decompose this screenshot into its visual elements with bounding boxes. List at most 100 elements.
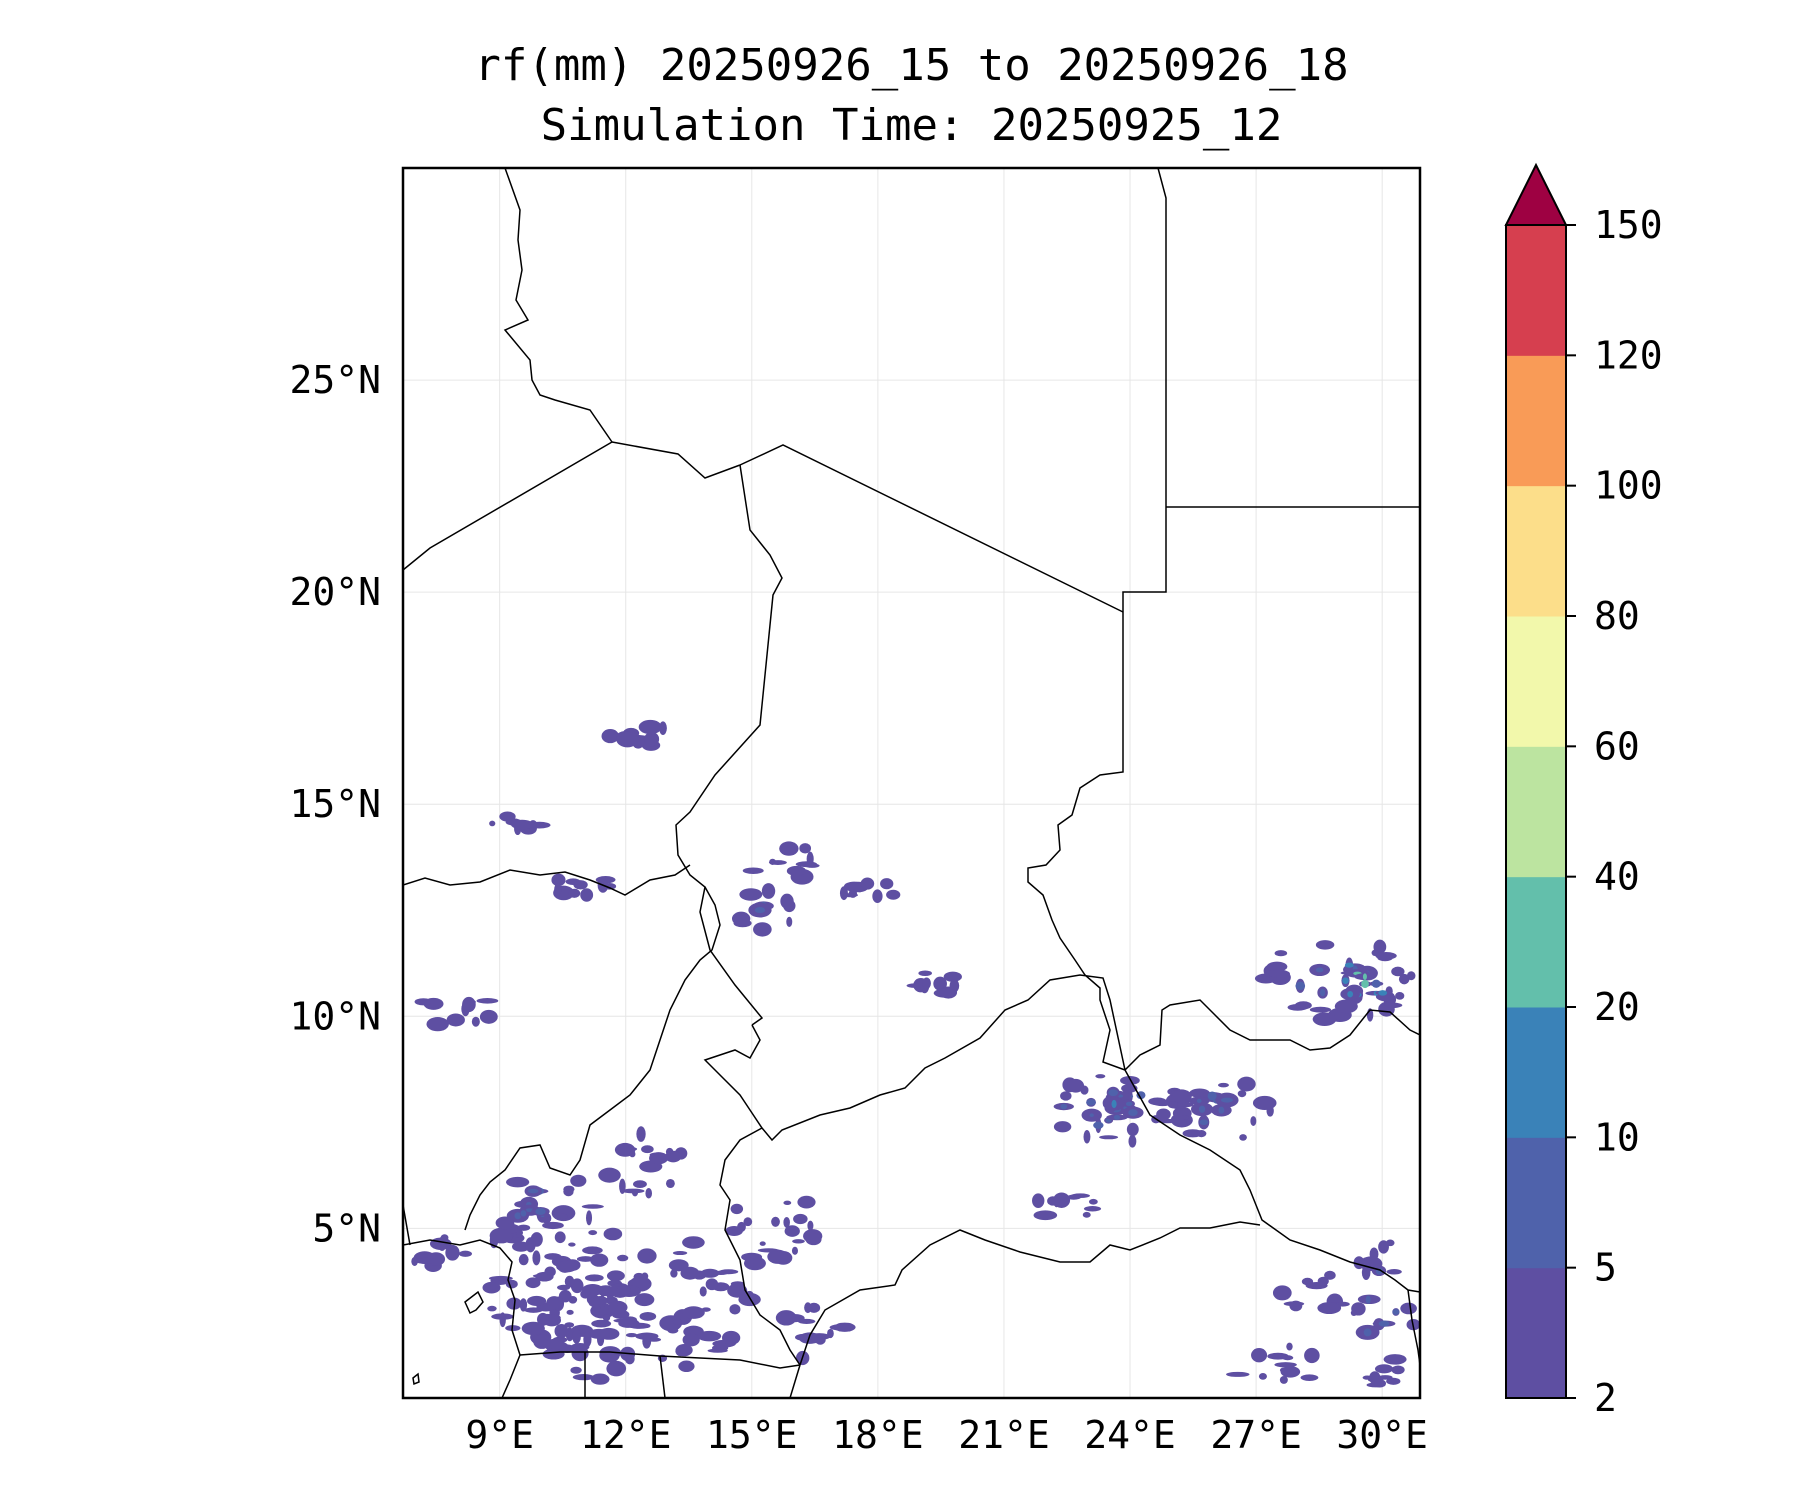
rain-cell	[805, 1233, 822, 1246]
rain-cell	[558, 1213, 568, 1220]
rain-cell	[645, 1187, 653, 1199]
map-title-line1: rf(mm) 20250926_15 to 20250926_18	[474, 40, 1349, 91]
rain-cell	[1279, 1375, 1288, 1384]
rain-cell	[554, 883, 562, 898]
rain-cell	[1082, 1211, 1091, 1218]
map-frame	[401, 166, 1422, 1400]
border-chad-car	[703, 974, 1126, 1142]
rain-region	[1272, 1270, 1350, 1315]
rain-cell	[524, 1307, 543, 1313]
rain-cell	[1032, 1193, 1045, 1208]
rain-cell	[580, 888, 594, 902]
rain-region	[551, 873, 617, 902]
country-borders	[403, 168, 1420, 1398]
colorbar-label: 80	[1594, 594, 1640, 638]
rain-cell-core	[1207, 1091, 1217, 1101]
rain-cell	[1272, 1285, 1292, 1301]
rain-cell	[499, 811, 516, 822]
rain-cell	[731, 911, 751, 926]
rain-cell	[440, 1234, 449, 1242]
rain-cell-core	[1086, 1099, 1096, 1106]
rain-cell	[670, 1269, 678, 1278]
rain-cell	[783, 1200, 792, 1205]
rain-cell	[761, 883, 776, 899]
rain-cell	[525, 1277, 541, 1289]
rain-region	[616, 1236, 761, 1373]
border-niger-libya	[611, 441, 741, 479]
rain-cell	[629, 1150, 636, 1158]
rain-region	[411, 1234, 473, 1272]
rain-cell	[1083, 1130, 1091, 1144]
rain-cell	[1287, 1004, 1308, 1011]
rain-cell	[572, 1328, 581, 1344]
rain-cell	[705, 1278, 719, 1291]
rain-cell	[606, 1360, 627, 1377]
rain-cell	[886, 889, 901, 900]
rain-cell	[602, 1314, 611, 1322]
rain-cell	[532, 1273, 554, 1278]
rain-cell	[551, 1205, 576, 1222]
rain-region	[1340, 957, 1391, 1002]
rain-region	[598, 1126, 688, 1199]
rain-cell	[1381, 1002, 1403, 1009]
rain-cell	[641, 1272, 649, 1280]
rain-region	[742, 841, 820, 885]
rain-cell	[1317, 1276, 1329, 1286]
rain-region	[731, 883, 796, 937]
rain-cell	[729, 1304, 741, 1315]
rain-cell	[682, 1236, 705, 1249]
rain-cell	[564, 1322, 575, 1328]
rain-region	[906, 970, 962, 999]
rain-cell-core	[1199, 1119, 1209, 1126]
rain-cell	[510, 819, 534, 830]
rain-cell-core	[1392, 1309, 1400, 1315]
rain-cell	[1391, 966, 1405, 977]
rain-cell	[779, 841, 799, 856]
rain-cell	[1386, 1377, 1401, 1385]
rain-cell	[721, 1330, 741, 1345]
coastline-gulf-of-guinea	[403, 1239, 521, 1398]
rain-cell	[771, 1216, 780, 1227]
rain-cell	[680, 1266, 700, 1280]
rain-cell	[488, 1275, 513, 1281]
rain-cell	[1398, 973, 1410, 985]
rain-cell	[591, 1319, 612, 1328]
rain-cell	[519, 1298, 528, 1312]
rain-cell	[743, 1217, 753, 1227]
rain-region	[1081, 1097, 1144, 1124]
rain-cell	[581, 1204, 604, 1209]
map-title-line2: Simulation Time: 20250925_12	[540, 100, 1283, 151]
rain-region	[839, 877, 901, 904]
rain-cell	[642, 1333, 652, 1349]
colorbar-segment	[1506, 1007, 1566, 1138]
rain-cell	[713, 1270, 729, 1275]
rain-cell-core	[1196, 1098, 1202, 1104]
rain-cell-core	[1218, 1106, 1225, 1114]
rain-cell-core	[1361, 979, 1369, 989]
colorbar-label: 2	[1594, 1376, 1617, 1420]
rain-cell	[1171, 1089, 1192, 1104]
rain-cell	[804, 863, 820, 868]
island-bioko	[464, 1290, 484, 1315]
colorbar-extend-arrow	[1504, 162, 1568, 226]
rain-cell	[1066, 1194, 1082, 1200]
rain-cell	[641, 1145, 654, 1154]
map-panel: 9°E 12°E 15°E 18°E 21°E 24°E 27°E 30°E 5°N 10°N 1…	[289, 166, 1428, 1457]
rain-cell	[458, 1250, 473, 1257]
rain-cell	[1359, 1256, 1383, 1272]
colorbar-label: 10	[1594, 1115, 1640, 1159]
rainfall-field	[411, 719, 1420, 1388]
border-libya-chad	[739, 444, 1124, 613]
rain-cell	[563, 1186, 574, 1197]
rain-cell	[742, 867, 764, 874]
border-congo-gabon	[659, 1355, 666, 1398]
rain-cell	[462, 996, 476, 1013]
rain-cell	[1334, 999, 1358, 1014]
rain-cell-core	[1371, 979, 1381, 988]
rain-cell	[880, 878, 894, 890]
rain-cell	[697, 1330, 722, 1342]
rain-cell-core	[1319, 988, 1326, 997]
rain-cell	[568, 1295, 578, 1304]
rain-cell	[625, 1332, 638, 1338]
rain-cell	[1304, 1347, 1320, 1364]
